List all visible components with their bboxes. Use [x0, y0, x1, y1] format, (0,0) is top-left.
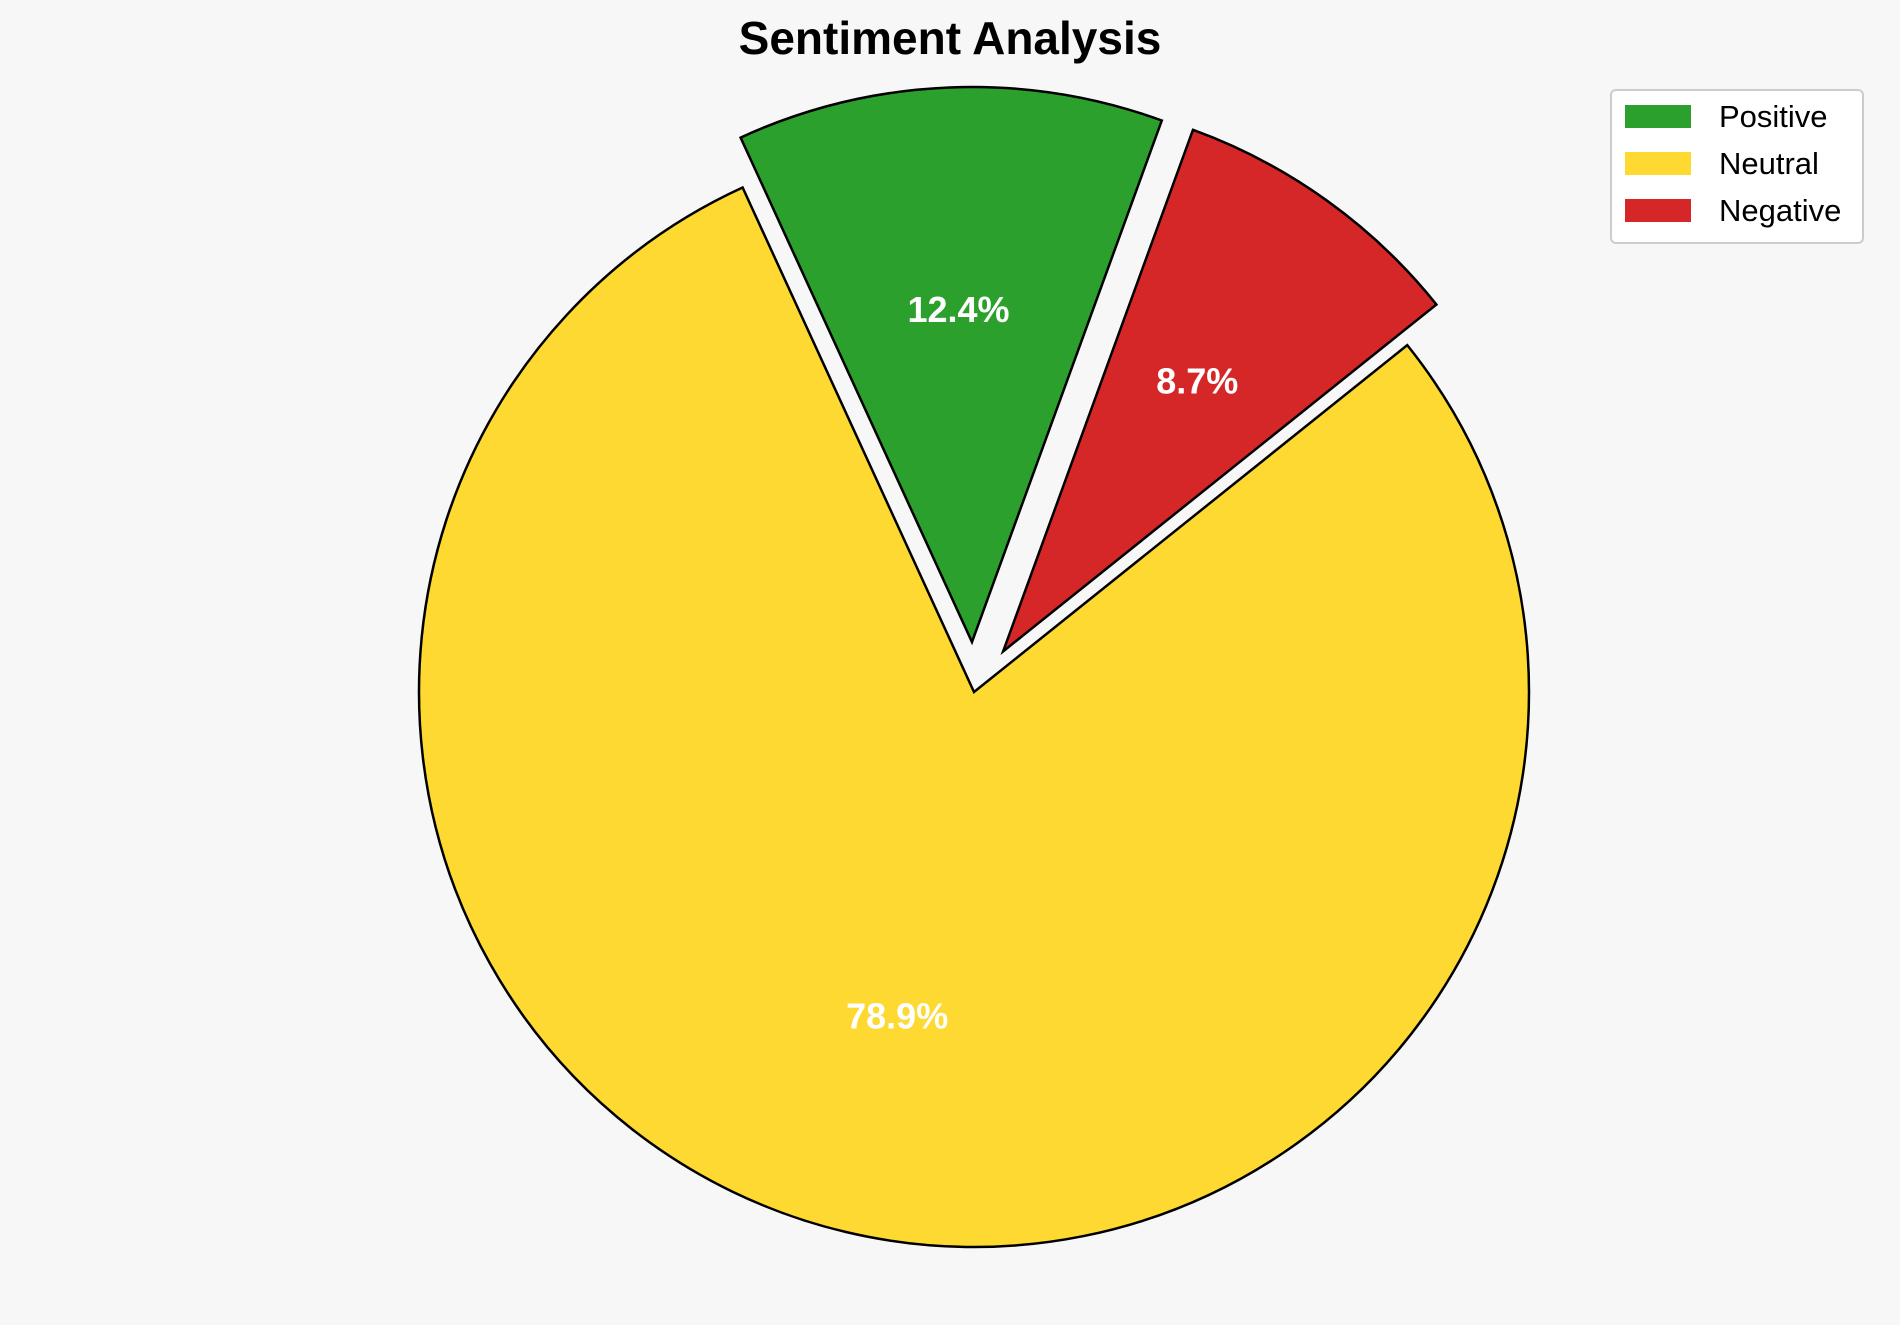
- legend-item-positive: Positive: [1625, 99, 1828, 134]
- pie-label-neutral: 78.9%: [846, 996, 948, 1037]
- legend-swatch-positive: [1625, 105, 1691, 128]
- pie-slices: [417, 85, 1531, 1249]
- legend-item-neutral: Neutral: [1625, 146, 1819, 181]
- pie-label-positive: 12.4%: [907, 289, 1009, 330]
- pie-label-negative: 8.7%: [1156, 360, 1238, 401]
- legend-label-neutral: Neutral: [1719, 146, 1819, 181]
- pie-slice-positive: [738, 85, 1164, 646]
- pie-value-labels: 12.4% 78.9% 8.7%: [846, 289, 1238, 1037]
- chart-title: Sentiment Analysis: [739, 12, 1162, 64]
- legend-label-negative: Negative: [1719, 193, 1841, 228]
- legend-item-negative: Negative: [1625, 193, 1841, 228]
- pie-slice-negative: [1000, 128, 1439, 656]
- legend-swatch-neutral: [1625, 152, 1691, 175]
- legend: Positive Neutral Negative: [1610, 89, 1864, 244]
- legend-swatch-negative: [1625, 199, 1691, 222]
- pie-slice-neutral: [417, 185, 1531, 1249]
- legend-label-positive: Positive: [1719, 99, 1828, 134]
